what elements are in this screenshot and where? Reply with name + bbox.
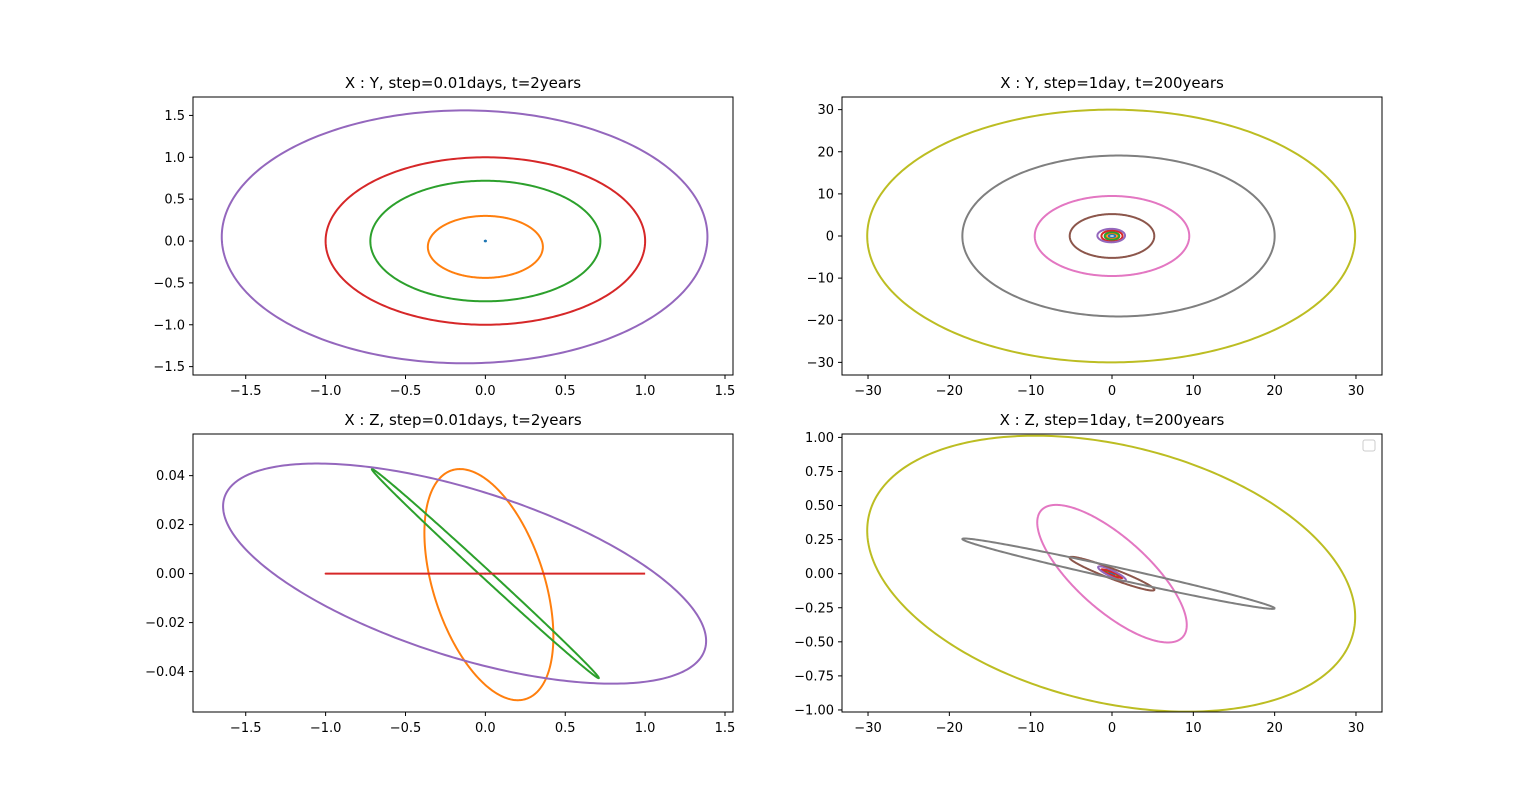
y-tick-label: 0.0	[164, 235, 185, 250]
series-group	[866, 108, 1357, 364]
series-line-orbit-5	[1096, 227, 1127, 244]
chart-title: X : Z, step=0.01days, t=2years	[344, 411, 581, 429]
series-line-orbit-4	[324, 156, 647, 326]
x-tick-label: 20	[1266, 384, 1283, 399]
chart-panel-xz-long: −30 −20 −10 0 10 20 30 −1.00 −0.75 −0.50 −0.25 0.00…	[794, 411, 1383, 736]
series-line-orbit-4	[1100, 568, 1124, 579]
y-tick-label: −1.0	[153, 318, 185, 333]
y-tick-label: −0.02	[145, 616, 185, 631]
x-tick-label: −20	[936, 384, 963, 399]
y-tick-label: 0.04	[156, 469, 185, 484]
series-line-orbit-3	[369, 179, 602, 303]
x-tick-label: −20	[936, 721, 963, 736]
series-group	[222, 462, 708, 702]
y-tick-label: 0.00	[156, 567, 185, 582]
x-tick-label: 0.5	[555, 721, 576, 736]
y-tick-label: 0.75	[805, 465, 834, 480]
series-line-orbit-6	[1068, 213, 1156, 259]
x-tick-label: −10	[1017, 721, 1044, 736]
series-line-orbit-2	[426, 214, 544, 279]
x-tick-label: 1.5	[715, 721, 736, 736]
series-line-orbit-1	[483, 239, 488, 243]
series-line-orbit-3	[1103, 231, 1121, 241]
y-tick-label: −1.00	[794, 703, 834, 718]
series-line-orbit-8	[961, 154, 1276, 318]
y-tick-label: 0.25	[805, 533, 834, 548]
series-line-orbit-7	[1033, 194, 1191, 278]
chart-title: X : Z, step=1day, t=200years	[1000, 411, 1225, 429]
y-tick-label: 0.5	[164, 193, 185, 208]
legend-box	[1362, 439, 1376, 452]
x-tick-label: 20	[1266, 721, 1283, 736]
x-tick-label: 0.0	[475, 721, 496, 736]
y-tick-label: 0.00	[805, 567, 834, 582]
y-tick-label: 30	[817, 103, 834, 118]
chart-panel-xy-short: −1.5 −1.0 −0.5 0.0 0.5 1.0 1.5 −1.5 −1.0 −0.5 0.0 0…	[153, 74, 735, 399]
series-group	[220, 109, 709, 365]
x-tick-label: 30	[1348, 384, 1365, 399]
y-tick-label: 0	[826, 230, 834, 245]
x-tick-label: 1.0	[635, 721, 656, 736]
y-tick-label: −20	[807, 314, 834, 329]
y-tick-label: −0.75	[794, 669, 834, 684]
series-line-orbit-7	[1036, 503, 1188, 644]
x-tick-label: 30	[1348, 721, 1365, 736]
y-tick-label: 0.50	[805, 499, 834, 514]
x-tick-label: 10	[1185, 384, 1202, 399]
series-line-orbit-5	[222, 462, 708, 685]
x-tick-label: 0.5	[555, 384, 576, 399]
x-tick-label: 10	[1185, 721, 1202, 736]
series-group	[866, 434, 1357, 712]
series-line-orbit-9	[866, 108, 1357, 364]
axes-frame	[192, 96, 734, 376]
x-tick-label: −30	[854, 721, 881, 736]
y-tick-label: 1.5	[164, 109, 185, 124]
axes-frame	[192, 433, 734, 713]
y-tick-label: −10	[807, 272, 834, 287]
y-tick-label: −30	[807, 356, 834, 371]
y-tick-label: 10	[817, 187, 834, 202]
series-line-orbit-9	[866, 434, 1357, 712]
chart-panel-xz-short: −1.5 −1.0 −0.5 0.0 0.5 1.0 1.5 −0.04 −0.02 0.00 0.…	[145, 411, 735, 736]
x-tick-label: −0.5	[390, 721, 422, 736]
x-tick-label: 1.5	[715, 384, 736, 399]
y-tick-label: −0.50	[794, 635, 834, 650]
series-line-orbit-3	[370, 468, 600, 680]
y-tick-label: 1.0	[164, 151, 185, 166]
series-line-orbit-2	[423, 468, 555, 702]
y-tick-label: 20	[817, 145, 834, 160]
x-tick-label: −1.0	[310, 384, 342, 399]
x-tick-label: −30	[854, 384, 881, 399]
series-line-orbit-5	[220, 109, 709, 365]
y-tick-label: −0.5	[153, 276, 185, 291]
series-line-orbit-8	[961, 537, 1276, 610]
y-tick-label: −0.25	[794, 601, 834, 616]
x-tick-label: −0.5	[390, 384, 422, 399]
x-tick-label: −10	[1017, 384, 1044, 399]
series-line-orbit-1	[1107, 233, 1117, 239]
chart-title: X : Y, step=0.01days, t=2years	[345, 74, 581, 92]
chart-title: X : Y, step=1day, t=200years	[1000, 74, 1224, 92]
y-tick-label: −1.5	[153, 360, 185, 375]
chart-panel-xy-long: −30 −20 −10 0 10 20 30 −30 −20 −10 0 10 20 30 X : Y, s…	[807, 74, 1383, 399]
x-tick-label: 0	[1108, 384, 1116, 399]
x-tick-label: −1.0	[310, 721, 342, 736]
y-tick-label: 0.02	[156, 518, 185, 533]
y-tick-label: −0.04	[145, 665, 185, 680]
x-tick-label: 0.0	[475, 384, 496, 399]
x-tick-label: −1.5	[230, 384, 262, 399]
x-tick-label: −1.5	[230, 721, 262, 736]
x-tick-label: 1.0	[635, 384, 656, 399]
x-tick-label: 0	[1108, 721, 1116, 736]
series-line-orbit-1	[1107, 571, 1117, 577]
y-tick-label: 1.00	[805, 431, 834, 446]
